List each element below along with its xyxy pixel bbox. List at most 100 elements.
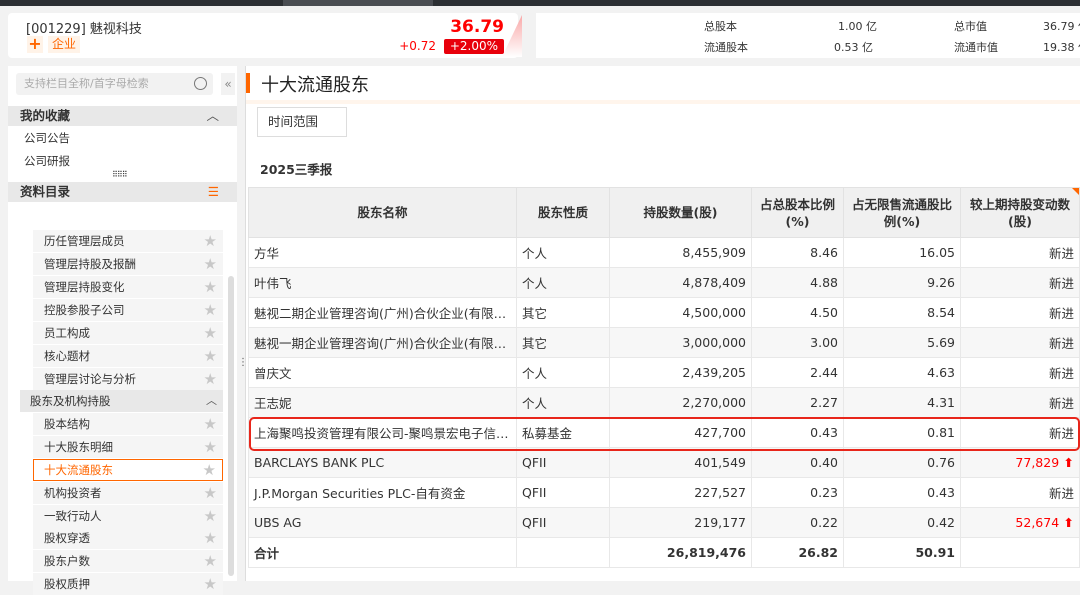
sidebar-group[interactable]: 股东及机构持股 ︿ (20, 390, 223, 412)
search-input[interactable]: 支持栏目全称/首字母检索 (16, 73, 213, 95)
table-cell: 新进 (960, 297, 1080, 328)
sidebar-item[interactable]: 机构投资者 ★ (33, 482, 223, 504)
sidebar-item[interactable]: 股本结构 ★ (33, 413, 223, 435)
cell-text: 4.63 (927, 365, 955, 380)
collapse-sidebar-button[interactable]: « (221, 73, 235, 95)
star-icon[interactable]: ★ (203, 438, 217, 456)
cell-text: 新进 (1048, 426, 1074, 441)
cell-text: 26.82 (798, 545, 838, 560)
cell-text: 个人 (522, 396, 548, 411)
stock-tag[interactable]: 企业 (48, 36, 81, 53)
sidebar-item[interactable]: 十大股东明细 ★ (33, 436, 223, 458)
table-row[interactable]: 上海聚鸣投资管理有限公司-聚鸣景宏电子信息私募证券投资基金私募基金 427,700… (248, 417, 1080, 448)
sidebar-item[interactable]: 管理层持股及报酬 ★ (33, 253, 223, 275)
column-header[interactable]: 股东性质 (516, 187, 610, 238)
active-tab[interactable] (283, 0, 433, 6)
sidebar-item[interactable]: 股东户数 ★ (33, 550, 223, 572)
cell-text: 8.46 (810, 245, 838, 260)
time-range-button[interactable]: 时间范围 (257, 107, 347, 137)
stat-value: 36.79 亿 (1043, 20, 1080, 33)
table-cell: 2.44 (751, 357, 844, 388)
table-row[interactable]: 叶伟飞 个人 4,878,409 4.88 9.26 新进 (248, 267, 1080, 298)
sidebar-item[interactable]: 管理层讨论与分析 ★ (33, 368, 223, 390)
search-icon[interactable] (194, 77, 207, 90)
sidebar-item[interactable]: 十大流通股东 ★ (33, 459, 223, 481)
sidebar-item-label: 一致行动人 (44, 509, 102, 523)
add-favorite-icon[interactable]: + (27, 34, 43, 53)
cell-text: 4,500,000 (682, 305, 746, 320)
sidebar-item[interactable]: 员工构成 ★ (33, 322, 223, 344)
table-row[interactable]: 魅视一期企业管理咨询(广州)合伙企业(有限合伙) 其它 3,000,000 3.00 5… (248, 327, 1080, 358)
table-cell: 个人 (516, 267, 610, 298)
table-cell: 叶伟飞 (248, 267, 517, 298)
sidebar-item[interactable]: 一致行动人 ★ (33, 505, 223, 527)
table-cell: QFII (516, 507, 610, 538)
favorites-header[interactable]: 我的收藏 ︿ (8, 106, 237, 126)
star-icon[interactable]: ★ (203, 232, 217, 250)
column-header-label: 占总股本比例(%) (759, 196, 835, 229)
table-row[interactable]: 曾庆文 个人 2,439,205 2.44 4.63 新进 (248, 357, 1080, 388)
star-icon[interactable]: ★ (203, 484, 217, 502)
sidebar-scrollbar[interactable] (228, 276, 234, 576)
sidebar-item[interactable]: 股权穿透 ★ (33, 527, 223, 549)
up-trend-icon (502, 15, 522, 57)
column-header-label: 持股数量(股) (643, 205, 718, 220)
table-row[interactable]: UBS AG QFII 219,177 0.22 0.42 52,674 ⬆ (248, 507, 1080, 538)
column-header[interactable]: 占无限售流通股比例(%) (843, 187, 961, 238)
table-row[interactable]: 方华 个人 8,455,909 8.46 16.05 新进 (248, 237, 1080, 268)
table-cell: 2,439,205 (609, 357, 752, 388)
star-icon[interactable]: ★ (203, 415, 217, 433)
cell-text: 0.40 (810, 455, 838, 470)
star-icon[interactable]: ★ (203, 575, 217, 593)
cell-text: 新进 (1048, 366, 1074, 381)
panel-resize-handle[interactable]: ⋮ (238, 357, 248, 368)
table-cell: 新进 (960, 267, 1080, 298)
stock-name: [001229] 魅视科技 (26, 22, 142, 37)
chevron-up-icon[interactable]: ︿ (206, 394, 217, 407)
sidebar-item[interactable]: 股权质押 ★ (33, 573, 223, 595)
table-cell: 魅视一期企业管理咨询(广州)合伙企业(有限合伙) (248, 327, 517, 358)
table-cell: BARCLAYS BANK PLC (248, 447, 517, 478)
cell-text: 26,819,476 (666, 545, 746, 560)
chevron-up-icon[interactable]: ︿ (206, 108, 219, 123)
sidebar-item[interactable]: 控股参股子公司 ★ (33, 299, 223, 321)
favorite-item[interactable]: 公司研报 (24, 154, 70, 168)
table-cell: 个人 (516, 387, 610, 418)
favorite-item[interactable]: 公司公告 (24, 131, 70, 145)
sidebar-item[interactable]: 核心题材 ★ (33, 345, 223, 367)
star-icon[interactable]: ★ (203, 278, 217, 296)
star-icon[interactable]: ★ (203, 255, 217, 273)
cell-text: 0.81 (927, 425, 955, 440)
star-icon[interactable]: ★ (203, 370, 217, 388)
column-header[interactable]: 较上期持股变动数(股) (960, 187, 1080, 238)
cell-text: 新进 (1048, 306, 1074, 321)
sidebar-item-label: 股权质押 (44, 577, 90, 591)
column-header[interactable]: 股东名称 (248, 187, 517, 238)
star-icon[interactable]: ★ (202, 461, 216, 479)
sort-icon[interactable]: ☰ (207, 184, 219, 199)
star-icon[interactable]: ★ (203, 301, 217, 319)
table-row[interactable]: BARCLAYS BANK PLC QFII 401,549 0.40 0.76 77,8… (248, 447, 1080, 478)
star-icon[interactable]: ★ (203, 324, 217, 342)
cell-text: 8.54 (927, 305, 955, 320)
star-icon[interactable]: ★ (203, 347, 217, 365)
star-icon[interactable]: ★ (203, 529, 217, 547)
table-cell: 0.42 (843, 507, 961, 538)
column-header[interactable]: 占总股本比例(%) (751, 187, 844, 238)
table-cell: 0.43 (751, 417, 844, 448)
sidebar-item[interactable]: 管理层持股变化 ★ (33, 276, 223, 298)
table-cell: 0.23 (751, 477, 844, 508)
cell-text: 0.43 (927, 485, 955, 500)
table-row[interactable]: 王志妮 个人 2,270,000 2.27 4.31 新进 (248, 387, 1080, 418)
resize-handle[interactable]: ⠿⠿⠿ (112, 170, 128, 179)
cell-text: 2,439,205 (682, 365, 746, 380)
table-cell: 0.43 (843, 477, 961, 508)
star-icon[interactable]: ★ (203, 507, 217, 525)
column-header[interactable]: 持股数量(股) (609, 187, 752, 238)
sidebar-item[interactable]: 历任管理层成员 ★ (33, 230, 223, 252)
table-row[interactable]: 魅视二期企业管理咨询(广州)合伙企业(有限合伙) 其它 4,500,000 4.50 8… (248, 297, 1080, 328)
table-cell: 0.81 (843, 417, 961, 448)
table-row[interactable]: J.P.Morgan Securities PLC-自有资金 QFII 227,52… (248, 477, 1080, 508)
star-icon[interactable]: ★ (203, 552, 217, 570)
cell-text: 2.44 (810, 365, 838, 380)
